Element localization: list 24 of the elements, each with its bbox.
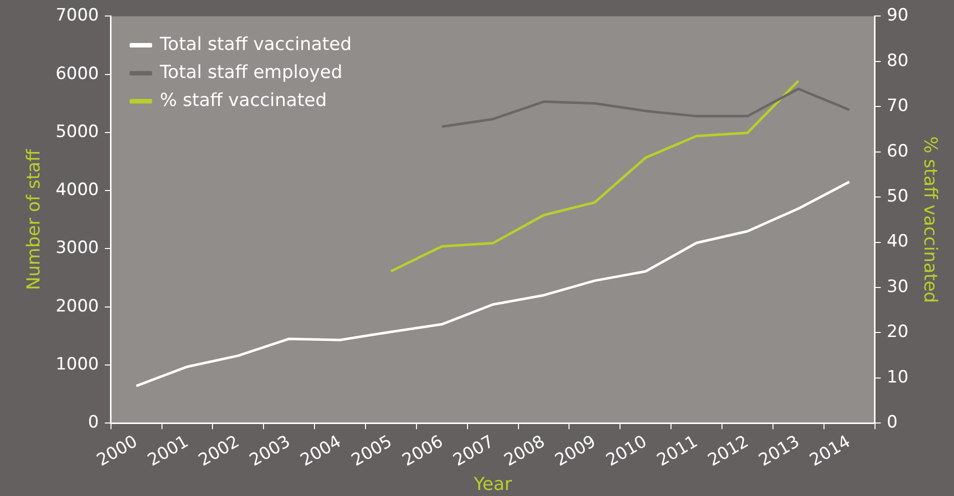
- y-tick-label: 2000: [56, 296, 99, 316]
- y2-tick-label: 90: [886, 6, 908, 26]
- y-tick-label: 6000: [56, 64, 99, 84]
- legend-label: % staff vaccinated: [160, 90, 327, 111]
- y-tick-label: 7000: [56, 6, 99, 26]
- y2-tick-label: 70: [886, 96, 908, 116]
- y-tick-label: 3000: [56, 238, 99, 258]
- x-axis-title: Year: [472, 474, 512, 495]
- y2-tick-label: 50: [886, 186, 908, 206]
- y2-tick-label: 10: [886, 367, 908, 388]
- legend-label: Total staff employed: [158, 62, 342, 83]
- y2-tick-label: 80: [886, 50, 908, 71]
- legend-label: Total staff vaccinated: [158, 34, 352, 55]
- y-tick-label: 5000: [56, 122, 99, 142]
- y2-tick-label: 0: [886, 412, 898, 433]
- y2-tick-label: 30: [886, 276, 908, 297]
- y2-tick-label: 40: [886, 232, 908, 252]
- y2-tick-label: 20: [886, 322, 908, 342]
- y-tick-label: 4000: [56, 180, 99, 200]
- y-tick-label: 0: [88, 412, 99, 433]
- y2-tick-label: 60: [886, 141, 908, 162]
- y-tick-label: 1000: [56, 354, 99, 374]
- y-axis-title: Number of staff: [23, 148, 44, 290]
- y2-axis-title: % staff vaccinated: [920, 136, 941, 304]
